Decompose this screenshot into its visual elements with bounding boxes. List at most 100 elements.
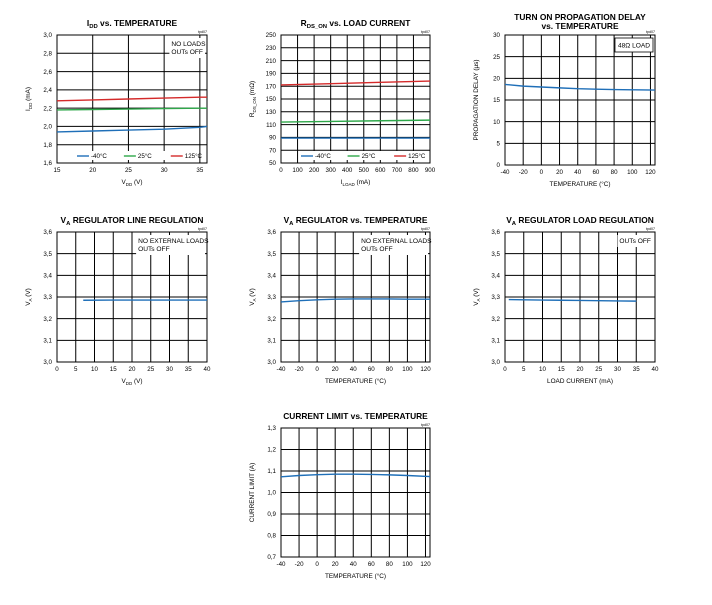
y-tick-label: 0	[497, 162, 501, 169]
xlabel-sub: LOAD	[342, 182, 355, 187]
ylabel-sub: A	[252, 299, 257, 302]
annotation-background	[359, 235, 428, 255]
annotation-text: OUTs OFF	[171, 49, 203, 56]
y-tick-label: 230	[266, 45, 277, 52]
x-tick-label: 60	[592, 169, 599, 176]
figure-tag: tpd07	[646, 30, 655, 34]
plot-frame	[56, 231, 208, 363]
figure-tag: tpd07	[646, 227, 655, 231]
x-axis-label: TEMPERATURE (°C)	[325, 572, 386, 580]
title-main: V	[506, 215, 512, 225]
title-rest: vs. TEMPERATURE	[98, 18, 178, 28]
y-tick-label: 250	[266, 32, 277, 39]
chart-title: VA REGULATOR LOAD REGULATION	[506, 215, 654, 227]
x-tick-label: 15	[110, 366, 117, 373]
x-axis-label: VDD (V)	[121, 179, 142, 187]
title-main: R	[301, 18, 307, 28]
y-axis-label: VA (V)	[25, 288, 33, 306]
x-tick-label: 20	[129, 366, 136, 373]
title-main: V	[61, 215, 67, 225]
series-line	[56, 107, 207, 111]
y-tick-label: 1,8	[43, 142, 52, 149]
annotation-text: OUTs OFF	[361, 246, 393, 253]
x-tick-label: 25	[125, 167, 132, 174]
xlabel-main: V	[121, 179, 126, 186]
plot-frame	[280, 427, 431, 558]
y-tick-label: 3,3	[491, 294, 500, 301]
title-sub: A	[289, 221, 294, 227]
series-line	[280, 473, 431, 478]
x-tick-label: 20	[332, 561, 339, 568]
y-tick-label: 2,8	[43, 50, 52, 57]
y-tick-label: 30	[493, 32, 500, 39]
y-tick-label: 3,0	[43, 32, 52, 39]
y-tick-label: 3,2	[267, 316, 276, 323]
x-tick-label: 300	[326, 167, 337, 174]
y-tick-label: 3,4	[43, 273, 52, 280]
ylabel-sub: DD	[28, 102, 33, 109]
x-tick-label: 30	[161, 167, 168, 174]
y-tick-label: 2,0	[43, 124, 52, 131]
x-tick-label: 120	[420, 366, 431, 373]
series-line	[280, 80, 431, 86]
series-line	[280, 119, 431, 123]
x-tick-label: 800	[408, 167, 419, 174]
legend-label: 125°C	[408, 153, 426, 160]
ylabel-rest: (V)	[25, 288, 32, 298]
chart-title-line: TURN ON PROPAGATION DELAY	[514, 12, 646, 22]
figure-tag: tpd07	[421, 423, 430, 427]
y-tick-label: 3,6	[267, 229, 276, 236]
annotation-box	[614, 37, 654, 53]
y-tick-label: 170	[266, 83, 277, 90]
y-tick-label: 0,9	[267, 511, 276, 518]
y-tick-label: 3,0	[491, 359, 500, 366]
annotation-text: 48Ω LOAD	[618, 43, 650, 50]
x-axis-label: TEMPERATURE (°C)	[325, 377, 386, 385]
figure-tag: tpd07	[421, 227, 430, 231]
annotation-background	[617, 235, 653, 247]
y-tick-label: 2,6	[43, 69, 52, 76]
x-tick-label: 80	[386, 561, 393, 568]
x-tick-label: 200	[309, 167, 320, 174]
figure-tag: tpd07	[198, 30, 207, 34]
figure-tag: tpd07	[421, 30, 430, 34]
y-tick-label: 3,2	[43, 316, 52, 323]
y-tick-label: 3,5	[491, 251, 500, 258]
x-tick-label: -40	[277, 366, 287, 373]
legend-label: -40°C	[91, 153, 107, 160]
annotation-text: OUTs OFF	[619, 238, 651, 245]
x-tick-label: 0	[503, 366, 507, 373]
x-tick-label: 30	[614, 366, 621, 373]
ylabel-sub: A	[28, 299, 33, 302]
figure-tag: tpd07	[198, 227, 207, 231]
ylabel-main: V	[473, 301, 480, 306]
x-tick-label: 700	[392, 167, 403, 174]
series-line	[56, 125, 208, 133]
x-tick-label: -20	[295, 561, 305, 568]
x-tick-label: 40	[350, 366, 357, 373]
y-tick-label: 10	[493, 119, 500, 126]
xlabel-rest: (V)	[132, 179, 142, 186]
y-tick-label: 5	[497, 141, 501, 148]
x-tick-label: 20	[89, 167, 96, 174]
ylabel-main: V	[249, 301, 256, 306]
x-tick-label: 5	[522, 366, 526, 373]
y-tick-label: 3,6	[491, 229, 500, 236]
x-tick-label: 30	[166, 366, 173, 373]
chart-title: CURRENT LIMIT vs. TEMPERATURE	[283, 411, 428, 421]
x-tick-label: 120	[645, 169, 656, 176]
x-tick-label: 35	[185, 366, 192, 373]
x-tick-label: 100	[402, 561, 413, 568]
ylabel-rest: (V)	[249, 288, 256, 298]
plot-frame	[56, 34, 208, 164]
x-tick-label: 40	[574, 169, 581, 176]
title-main: I	[87, 18, 89, 28]
y-axis-label: CURRENT LIMIT (A)	[249, 463, 256, 522]
title-rest: REGULATOR LINE REGULATION	[70, 215, 203, 225]
x-tick-label: 0	[279, 167, 283, 174]
x-tick-label: 20	[556, 169, 563, 176]
title-rest: vs. LOAD CURRENT	[327, 18, 411, 28]
